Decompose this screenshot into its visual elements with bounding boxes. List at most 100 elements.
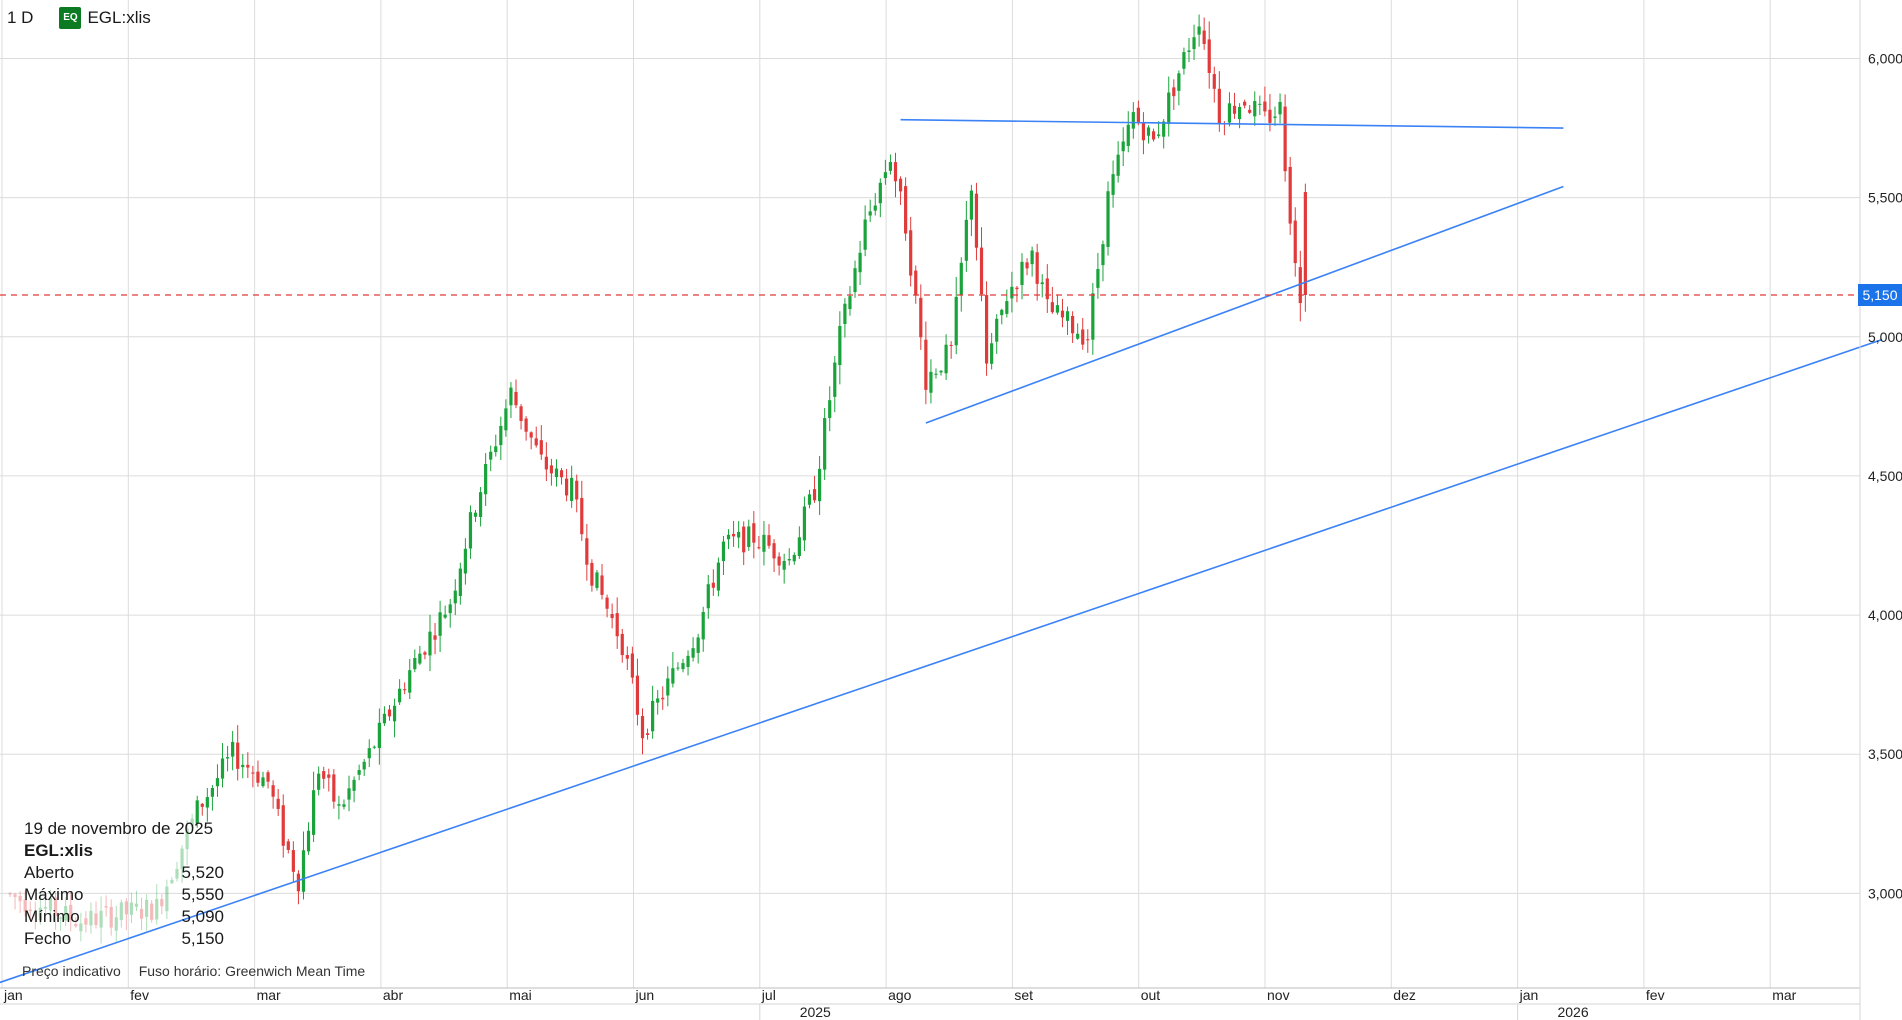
candle (1288, 156, 1292, 235)
candle (1055, 294, 1060, 315)
candle-body (838, 325, 842, 366)
candle-body (615, 613, 619, 637)
candle (1035, 243, 1039, 301)
candle (372, 745, 376, 749)
candle-body (23, 899, 27, 912)
candle-body (721, 541, 726, 562)
candle (1126, 111, 1130, 153)
candle (645, 728, 650, 740)
candle (205, 787, 209, 822)
candle (716, 557, 720, 597)
candle-body (726, 534, 731, 540)
candle-body (696, 637, 700, 653)
candle (8, 891, 12, 898)
candle-body (979, 247, 984, 295)
candle-body (1111, 174, 1115, 195)
candle (185, 820, 189, 866)
trendlines[interactable] (0, 118, 1883, 984)
candle-body (306, 830, 311, 852)
candle (1187, 38, 1191, 63)
y-tick-label: 3,000 (1868, 885, 1902, 901)
candle (868, 199, 872, 222)
candle (737, 521, 741, 549)
candle (939, 370, 943, 376)
candle-body (787, 559, 791, 561)
candle (327, 768, 331, 792)
candle (1151, 128, 1156, 142)
candle (499, 416, 503, 460)
candle-body (762, 534, 766, 552)
candle (1060, 298, 1065, 328)
candle (559, 467, 564, 485)
candle (150, 900, 154, 923)
candle-body (1207, 39, 1211, 73)
candle-body (1303, 192, 1307, 296)
candle-body (1005, 301, 1009, 314)
x-tick-label: jul (761, 987, 776, 1003)
candle (883, 159, 887, 185)
y-tick-label: 6,000 (1868, 50, 1902, 66)
candle-body (175, 868, 179, 879)
candle (453, 579, 457, 616)
candle-body (413, 657, 417, 670)
candle-body (1172, 87, 1176, 97)
candle (13, 892, 17, 910)
candle-body (33, 914, 37, 916)
candle-body (858, 252, 862, 273)
candle (99, 896, 103, 944)
candle-body (1217, 88, 1221, 124)
candle (1146, 125, 1151, 144)
candle (484, 453, 488, 506)
candle-body (995, 318, 999, 342)
candle-body (549, 465, 554, 474)
candle (1020, 253, 1024, 300)
candle (949, 341, 953, 359)
candle (635, 658, 640, 726)
candle-body (630, 653, 634, 678)
candle (1278, 93, 1282, 124)
candle (787, 548, 791, 566)
candle-body (200, 803, 204, 807)
candle-body (737, 531, 741, 538)
candle-body (904, 186, 908, 234)
candle-body (711, 582, 715, 588)
candle-body (1227, 103, 1232, 123)
candle-body (554, 468, 559, 478)
candle (1162, 119, 1166, 149)
interval-label[interactable]: 1 D (7, 8, 34, 27)
candle (489, 445, 493, 472)
candle-body (1243, 101, 1247, 106)
candle (640, 708, 645, 755)
candle-body (620, 633, 624, 656)
candle-body (1000, 309, 1004, 316)
candle-body (640, 716, 645, 739)
candle-body (504, 408, 508, 431)
candle-body (59, 917, 63, 919)
candle (155, 884, 159, 925)
trendline[interactable] (0, 338, 1883, 984)
candle-body (1116, 154, 1120, 176)
candle (165, 879, 169, 920)
candle-body (1030, 250, 1034, 265)
candle-body (1232, 105, 1237, 114)
candle-body (180, 848, 184, 870)
candle (914, 265, 918, 304)
candle-body (43, 906, 48, 909)
candle-body (1268, 109, 1272, 123)
candle (1131, 102, 1135, 139)
candle-body (170, 879, 174, 884)
candle-body (1192, 37, 1196, 50)
candle (888, 154, 893, 175)
candle (671, 652, 675, 688)
candle (215, 764, 220, 797)
candle (1293, 207, 1297, 277)
candle (286, 838, 290, 854)
trendline[interactable] (900, 118, 1564, 129)
candle-body (210, 787, 214, 797)
candle-body (898, 178, 903, 192)
symbol-label[interactable]: EGL:xlis (87, 8, 151, 27)
trendline[interactable] (925, 185, 1564, 424)
candle (833, 356, 837, 413)
candle (681, 658, 685, 673)
